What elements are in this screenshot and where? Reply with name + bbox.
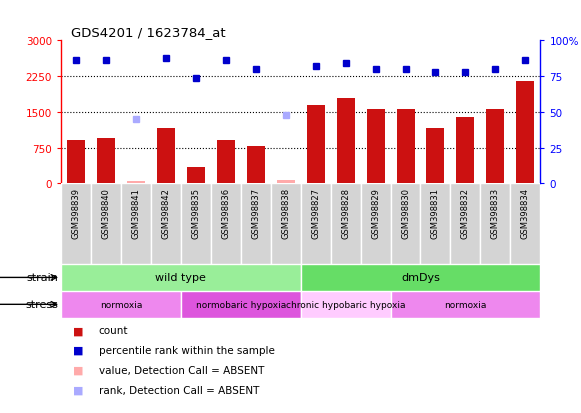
- Bar: [301, 291, 390, 318]
- Text: dmDys: dmDys: [401, 273, 440, 283]
- Text: GDS4201 / 1623784_at: GDS4201 / 1623784_at: [71, 26, 225, 39]
- Text: rank, Detection Call = ABSENT: rank, Detection Call = ABSENT: [99, 385, 259, 395]
- Text: GSM398842: GSM398842: [162, 188, 170, 239]
- Bar: [151, 184, 181, 264]
- Text: GSM398838: GSM398838: [281, 188, 290, 239]
- Bar: [211, 184, 241, 264]
- Text: GSM398841: GSM398841: [131, 188, 141, 239]
- Bar: [97, 139, 115, 184]
- Bar: [307, 105, 325, 184]
- Text: wild type: wild type: [155, 273, 206, 283]
- Text: GSM398830: GSM398830: [401, 188, 410, 239]
- Bar: [480, 184, 510, 264]
- Text: normoxia: normoxia: [100, 300, 142, 309]
- Bar: [157, 129, 175, 184]
- Text: value, Detection Call = ABSENT: value, Detection Call = ABSENT: [99, 365, 264, 375]
- Bar: [127, 181, 145, 184]
- Bar: [457, 117, 475, 184]
- Bar: [301, 184, 331, 264]
- Bar: [181, 184, 211, 264]
- Text: GSM398827: GSM398827: [311, 188, 320, 239]
- Text: GSM398834: GSM398834: [521, 188, 530, 239]
- Bar: [121, 184, 151, 264]
- Bar: [390, 184, 421, 264]
- Text: GSM398835: GSM398835: [191, 188, 200, 239]
- Bar: [367, 110, 385, 184]
- Bar: [390, 291, 540, 318]
- Bar: [426, 129, 444, 184]
- Text: ■: ■: [73, 365, 83, 375]
- Bar: [361, 184, 390, 264]
- Text: normobaric hypoxia: normobaric hypoxia: [196, 300, 286, 309]
- Bar: [396, 110, 414, 184]
- Bar: [67, 141, 85, 184]
- Text: GSM398831: GSM398831: [431, 188, 440, 239]
- Text: ■: ■: [73, 345, 83, 355]
- Bar: [181, 291, 301, 318]
- Text: GSM398832: GSM398832: [461, 188, 470, 239]
- Text: strain: strain: [26, 273, 58, 283]
- Text: GSM398836: GSM398836: [221, 188, 230, 239]
- Text: GSM398828: GSM398828: [341, 188, 350, 239]
- Text: GSM398839: GSM398839: [71, 188, 81, 239]
- Bar: [61, 184, 91, 264]
- Text: ■: ■: [73, 385, 83, 395]
- Bar: [517, 82, 535, 184]
- Text: ■: ■: [73, 325, 83, 335]
- Text: percentile rank within the sample: percentile rank within the sample: [99, 345, 275, 355]
- Bar: [247, 147, 265, 184]
- Bar: [241, 184, 271, 264]
- Text: stress: stress: [25, 299, 58, 310]
- Bar: [331, 184, 361, 264]
- Bar: [336, 98, 354, 184]
- Bar: [277, 181, 295, 184]
- Text: GSM398840: GSM398840: [102, 188, 110, 239]
- Text: GSM398829: GSM398829: [371, 188, 380, 239]
- Bar: [61, 264, 301, 291]
- Bar: [510, 184, 540, 264]
- Text: chronic hypobaric hypoxia: chronic hypobaric hypoxia: [286, 300, 406, 309]
- Bar: [187, 167, 205, 184]
- Bar: [421, 184, 450, 264]
- Bar: [271, 184, 301, 264]
- Text: count: count: [99, 325, 128, 335]
- Bar: [301, 264, 540, 291]
- Text: GSM398837: GSM398837: [251, 188, 260, 239]
- Bar: [91, 184, 121, 264]
- Bar: [61, 291, 181, 318]
- Bar: [486, 110, 504, 184]
- Bar: [450, 184, 480, 264]
- Text: GSM398833: GSM398833: [491, 188, 500, 239]
- Text: normoxia: normoxia: [444, 300, 487, 309]
- Bar: [217, 141, 235, 184]
